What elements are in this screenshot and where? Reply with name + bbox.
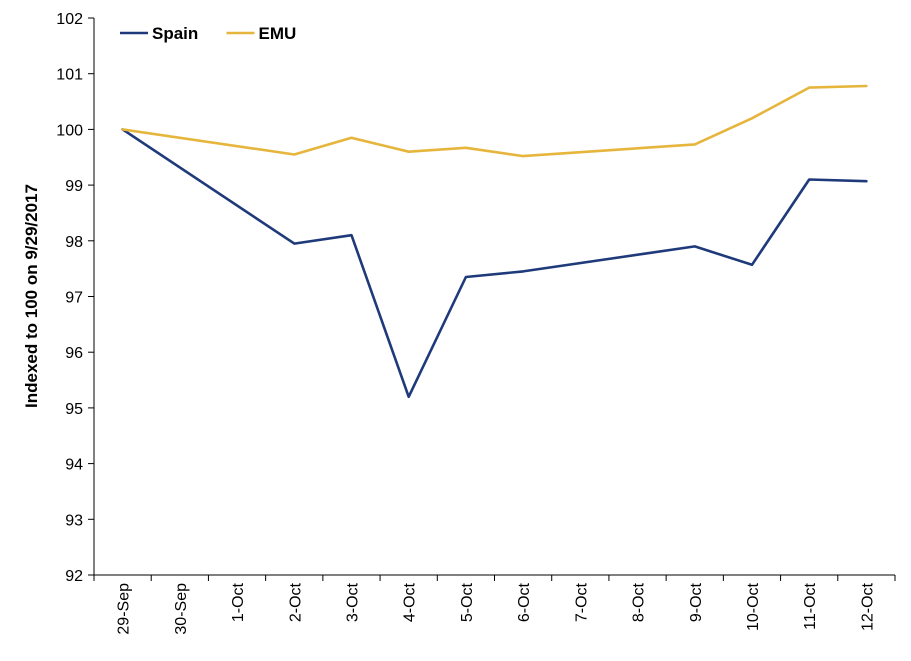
x-tick-label: 5-Oct — [459, 582, 476, 622]
y-tick-label: 101 — [56, 67, 83, 84]
series-line-spain — [121, 128, 868, 399]
series-lines — [121, 84, 868, 399]
x-tick-label: 2-Oct — [287, 582, 304, 622]
x-tick-label: 9-Oct — [688, 582, 705, 622]
x-axis-ticks: 29-Sep 30-Sep 1-Oct 2-Oct 3-Oct 4-Oct 5-Oct 6-O… — [93, 575, 896, 635]
x-tick-label: 10-Oct — [745, 582, 762, 631]
y-tick-label: 97 — [65, 290, 83, 307]
x-tick-label: 1-Oct — [230, 582, 247, 622]
x-tick-label: 3-Oct — [344, 582, 361, 622]
x-tick-label: 4-Oct — [402, 582, 419, 622]
legend: Spain EMU — [120, 24, 296, 43]
y-tick-label: 93 — [65, 512, 83, 529]
x-tick-label: 30-Sep — [173, 583, 190, 635]
x-tick-label: 8-Oct — [631, 582, 648, 622]
y-tick-label: 102 — [56, 11, 83, 28]
y-tick-label: 95 — [65, 401, 83, 418]
x-tick-label: 29-Sep — [116, 583, 133, 635]
series-line-emu — [121, 84, 868, 158]
y-tick-label: 92 — [65, 568, 83, 585]
x-tick-label: 6-Oct — [516, 582, 533, 622]
legend-label-emu: EMU — [259, 24, 297, 43]
x-tick-label: 12-Oct — [859, 582, 876, 631]
x-tick-label: 11-Oct — [802, 582, 819, 629]
y-tick-label: 100 — [56, 122, 83, 139]
y-axis-ticks: 92 93 94 95 96 97 98 99 100 101 102 — [56, 11, 94, 585]
y-axis-title: Indexed to 100 on 9/29/2017 — [22, 184, 41, 408]
y-tick-label: 99 — [65, 178, 83, 195]
chart-axes — [93, 18, 895, 576]
legend-label-spain: Spain — [152, 24, 198, 43]
y-tick-label: 98 — [65, 234, 83, 251]
y-tick-label: 94 — [65, 457, 83, 474]
x-tick-label: 7-Oct — [573, 582, 590, 622]
y-tick-label: 96 — [65, 345, 83, 362]
